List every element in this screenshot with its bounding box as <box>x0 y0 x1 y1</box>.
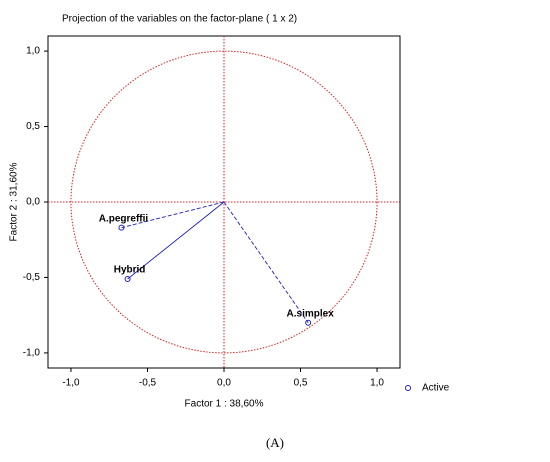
y-tick-label: 0,0 <box>26 197 40 208</box>
correlation-circle <box>70 50 378 354</box>
vector <box>223 201 309 323</box>
legend-marker <box>405 385 411 391</box>
caption: (A) <box>266 435 284 450</box>
x-tick-label: -0,5 <box>139 378 157 389</box>
x-tick-label: 0,0 <box>217 378 231 389</box>
legend-label: Active <box>422 383 450 394</box>
vector <box>127 201 225 280</box>
x-tick-label: 0,5 <box>294 378 308 389</box>
y-tick-label: 1,0 <box>26 46 40 57</box>
y-tick-label: 0,5 <box>26 121 40 132</box>
chart-title: Projection of the variables on the facto… <box>62 14 297 25</box>
y-tick-label: -0,5 <box>23 272 41 283</box>
y-tick-label: -1,0 <box>23 348 41 359</box>
point-label: Hybrid <box>114 265 146 276</box>
point <box>118 224 125 231</box>
point <box>124 275 131 282</box>
x-axis-label: Factor 1 : 38,60% <box>185 399 264 410</box>
point <box>305 319 312 326</box>
x-tick-label: -1,0 <box>62 378 80 389</box>
y-axis-label: Factor 2 : 31,60% <box>9 162 20 241</box>
x-tick-label: 1,0 <box>370 378 384 389</box>
point-label: A.pegreffii <box>99 213 149 224</box>
point-label: A.simplex <box>287 308 335 319</box>
